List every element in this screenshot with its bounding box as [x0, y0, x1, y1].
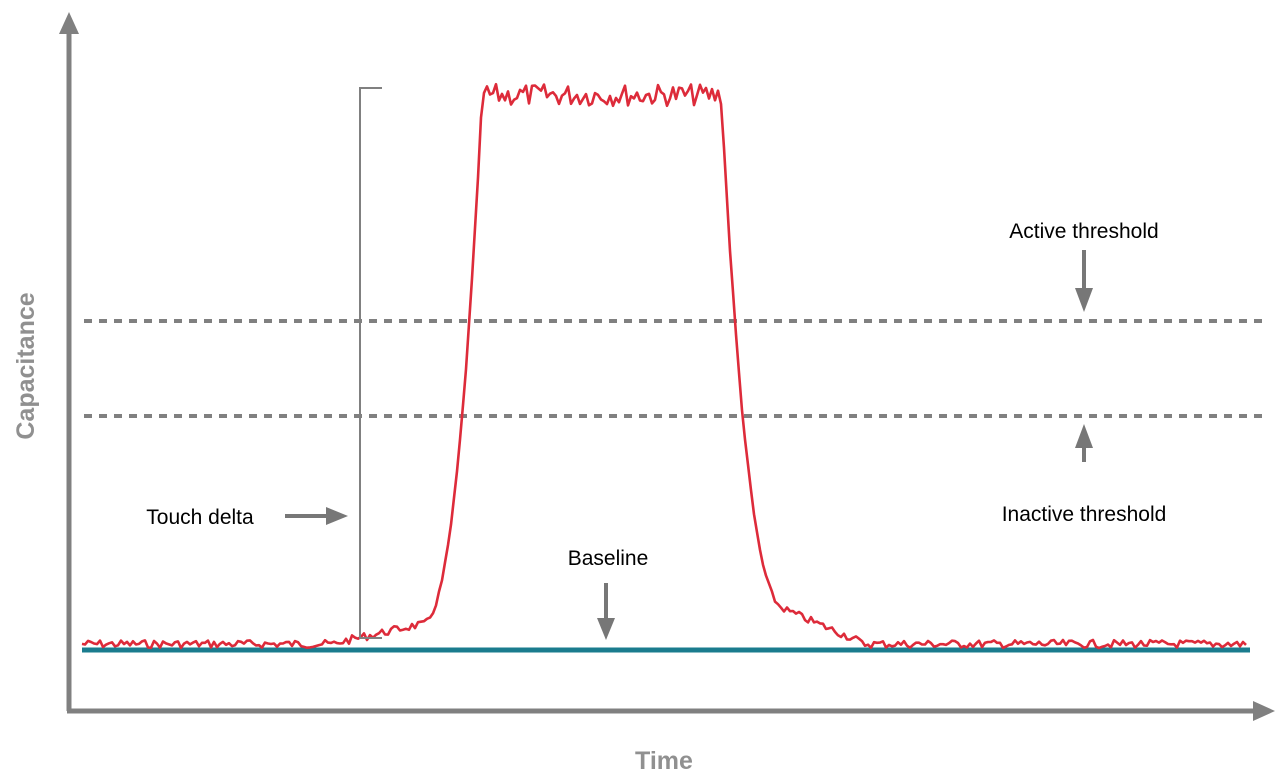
baseline-label: Baseline	[568, 547, 649, 570]
signal-trace	[81, 82, 1247, 650]
y-axis-title: Capacitance	[12, 292, 40, 439]
y-axis	[59, 12, 79, 711]
active-threshold-label: Active threshold	[1009, 220, 1158, 243]
inactive-threshold-label: Inactive threshold	[1002, 503, 1167, 526]
touch-delta-arrow-icon	[285, 507, 348, 525]
x-axis-title: Time	[635, 747, 693, 773]
active-threshold-arrow-icon	[1075, 250, 1093, 312]
touch-delta-label: Touch delta	[146, 506, 254, 529]
inactive-threshold-arrow-icon	[1075, 424, 1093, 462]
baseline-arrow-icon	[597, 583, 615, 640]
touch-delta-bracket	[359, 87, 382, 639]
x-axis	[67, 701, 1275, 721]
